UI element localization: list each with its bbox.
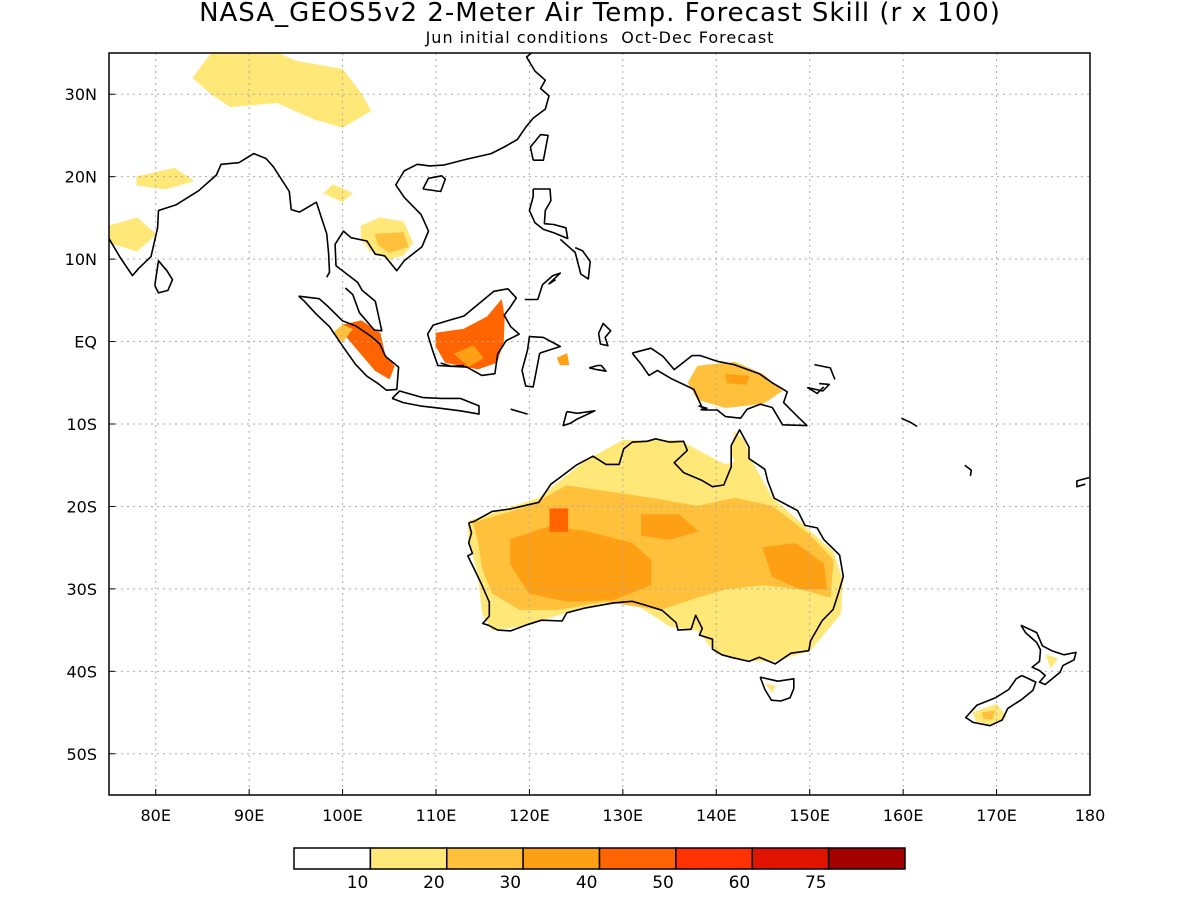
- lon-tick-label: 160E: [883, 806, 924, 825]
- axis-ticks: 80E 90E 100E 110E 120E 130E 140E 150E 160E 170E 18…: [65, 85, 1106, 825]
- colorbar-label: 20: [423, 873, 445, 893]
- map-title: NASA_GEOS5v2 2-Meter Air Temp. Forecast …: [199, 0, 1001, 28]
- lat-tick-label: 30N: [65, 85, 97, 104]
- colorbar-label: 30: [499, 873, 521, 893]
- colorbar-label: 50: [652, 873, 674, 893]
- skill-region-12: [435, 299, 505, 370]
- coastline-1: [759, 676, 795, 702]
- skill-region-7: [374, 232, 409, 254]
- lat-tick-label: 10S: [66, 415, 97, 434]
- lon-tick-label: 90E: [234, 806, 264, 825]
- colorbar-swatch: [598, 847, 677, 870]
- map-frame: [108, 52, 1091, 796]
- coastline-5: [391, 390, 480, 415]
- coastline-23: [440, 362, 465, 368]
- skill-region-21: [982, 710, 996, 720]
- colorbar-label: 75: [805, 873, 827, 893]
- colorbar-label: 10: [347, 873, 369, 893]
- skill-region-13: [453, 345, 484, 367]
- skill-region-18: [724, 373, 750, 385]
- coastline-22: [597, 322, 612, 347]
- lat-tick-label: 10N: [65, 250, 97, 269]
- lon-tick-label: 110E: [416, 806, 457, 825]
- lon-tick-label: 100E: [322, 806, 363, 825]
- skill-shading-layer: [109, 53, 1059, 726]
- coastline-18: [900, 417, 918, 428]
- coastline-8: [109, 152, 331, 278]
- lat-tick-label: 40S: [66, 662, 97, 681]
- coastline-16: [1076, 476, 1090, 488]
- coastline-21: [588, 364, 607, 373]
- coastline-20: [510, 408, 528, 415]
- lon-tick-label: 170E: [976, 806, 1017, 825]
- coastline-19: [562, 409, 596, 427]
- skill-region-2: [510, 526, 652, 602]
- skill-region-10: [136, 167, 195, 190]
- coastline-11: [528, 188, 569, 240]
- coastline-9: [154, 259, 174, 294]
- coastline-12: [521, 335, 562, 388]
- coastline-15: [422, 175, 447, 193]
- skill-region-17: [687, 361, 783, 409]
- coastline-24: [698, 405, 708, 411]
- coastline-13: [631, 347, 808, 427]
- gridlines: [109, 53, 1090, 795]
- coastline-17: [964, 464, 973, 477]
- colorbar-label: 60: [729, 873, 751, 893]
- colorbar-label: 40: [576, 873, 598, 893]
- map-subtitle: Jun initial conditions Oct-Dec Forecast: [425, 28, 775, 47]
- colorbar-swatch: [522, 847, 601, 870]
- lon-tick-label: 150E: [789, 806, 830, 825]
- coastline-6: [426, 287, 521, 377]
- lon-tick-label: 180: [1075, 806, 1106, 825]
- coastline-26: [806, 382, 831, 395]
- colorbar-swatch: [827, 847, 906, 870]
- colorbar-swatch: [293, 847, 372, 870]
- lat-tick-label: 20N: [65, 168, 97, 187]
- colorbar-swatch: [446, 847, 524, 870]
- coastline-4: [298, 295, 400, 392]
- skill-region-8: [192, 53, 372, 128]
- coastline-14: [529, 133, 549, 161]
- skill-region-5: [549, 508, 569, 532]
- skill-region-4: [641, 514, 699, 540]
- coastline-2: [964, 674, 1037, 727]
- lon-tick-label: 140E: [696, 806, 737, 825]
- lat-tick-label: 20S: [66, 497, 97, 516]
- coastline-25: [814, 363, 836, 380]
- lon-tick-label: 130E: [603, 806, 644, 825]
- coastline-3: [1020, 624, 1077, 686]
- skill-region-3: [762, 542, 828, 590]
- skill-region-9: [109, 217, 157, 252]
- colorbar-swatch: [751, 847, 830, 870]
- skill-region-11: [322, 184, 353, 202]
- coastline-0: [466, 428, 845, 665]
- skill-region-15: [332, 324, 353, 343]
- skill-region-16: [556, 353, 570, 366]
- coastline-7: [334, 53, 550, 332]
- skill-region-23: [764, 682, 776, 693]
- lon-tick-label: 120E: [509, 806, 550, 825]
- colorbar-swatch: [675, 847, 753, 870]
- lat-tick-label: 30S: [66, 580, 97, 599]
- colorbar: 10 20 30 40 50 60 75: [293, 847, 906, 893]
- skill-region-22: [1045, 653, 1059, 669]
- lon-tick-label: 80E: [140, 806, 170, 825]
- coastline-10: [524, 272, 562, 301]
- lat-tick-label: 50S: [66, 745, 97, 764]
- skill-region-14: [341, 320, 395, 380]
- colorbar-swatch: [369, 847, 448, 870]
- lat-tick-label: EQ: [74, 333, 97, 352]
- coastline-27: [559, 238, 592, 280]
- coastlines-layer: [109, 53, 1090, 727]
